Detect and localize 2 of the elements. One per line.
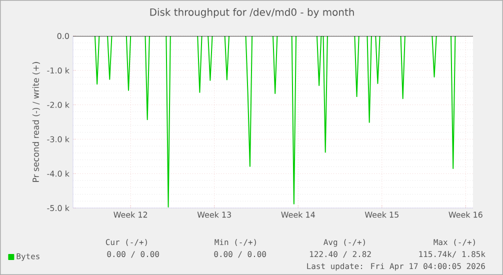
y-axis-title: Pr second read (-) / write (+) xyxy=(32,62,40,182)
chart-title: Disk throughput for /dev/md0 - by month xyxy=(150,8,354,18)
